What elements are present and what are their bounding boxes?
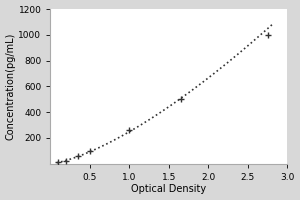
Y-axis label: Concentration(pg/mL): Concentration(pg/mL) [6,33,16,140]
X-axis label: Optical Density: Optical Density [131,184,206,194]
